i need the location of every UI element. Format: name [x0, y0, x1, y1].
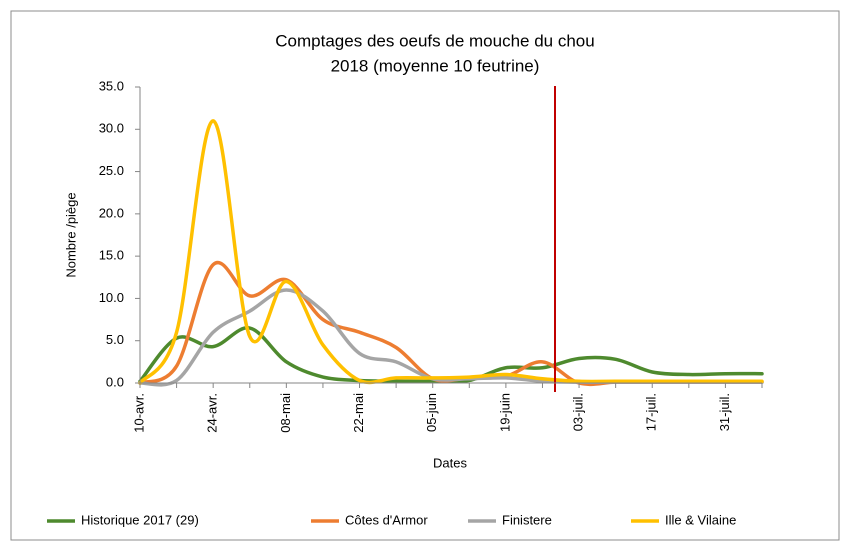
y-tick-label: 10.0 [99, 290, 124, 305]
legend-label: Ille & Vilaine [665, 512, 736, 527]
legend-label: Historique 2017 (29) [81, 512, 199, 527]
series-line [138, 119, 764, 385]
x-tick-label: 03-juil. [570, 393, 585, 431]
legend-label: Finistere [502, 512, 552, 527]
y-tick-label: 20.0 [99, 205, 124, 220]
x-tick-label: 05-juin [424, 393, 439, 432]
y-tick-label: 15.0 [99, 248, 124, 263]
y-tick-label: 30.0 [99, 121, 124, 136]
legend-label: Côtes d'Armor [345, 512, 428, 527]
x-tick-label: 19-juin [497, 393, 512, 432]
chart-frame [10, 10, 840, 541]
y-tick-label: 25.0 [99, 163, 124, 178]
chart-subtitle: 2018 (moyenne 10 feutrine) [331, 56, 540, 75]
y-tick-label: 35.0 [99, 78, 124, 93]
x-tick-label: 10-avr. [131, 393, 146, 433]
x-tick-label: 08-mai [278, 393, 293, 433]
y-axis-label: Nombre /piège [63, 192, 78, 277]
x-tick-label: 31-juil. [717, 393, 732, 431]
x-tick-label: 24-avr. [205, 393, 220, 433]
y-tick-label: 0.0 [106, 374, 124, 389]
x-tick-label: 22-mai [351, 393, 366, 433]
x-tick-label: 17-juil. [644, 393, 659, 431]
x-axis-label: Dates [433, 455, 467, 470]
y-tick-label: 5.0 [106, 332, 124, 347]
chart-title: Comptages des oeufs de mouche du chou [275, 31, 594, 50]
